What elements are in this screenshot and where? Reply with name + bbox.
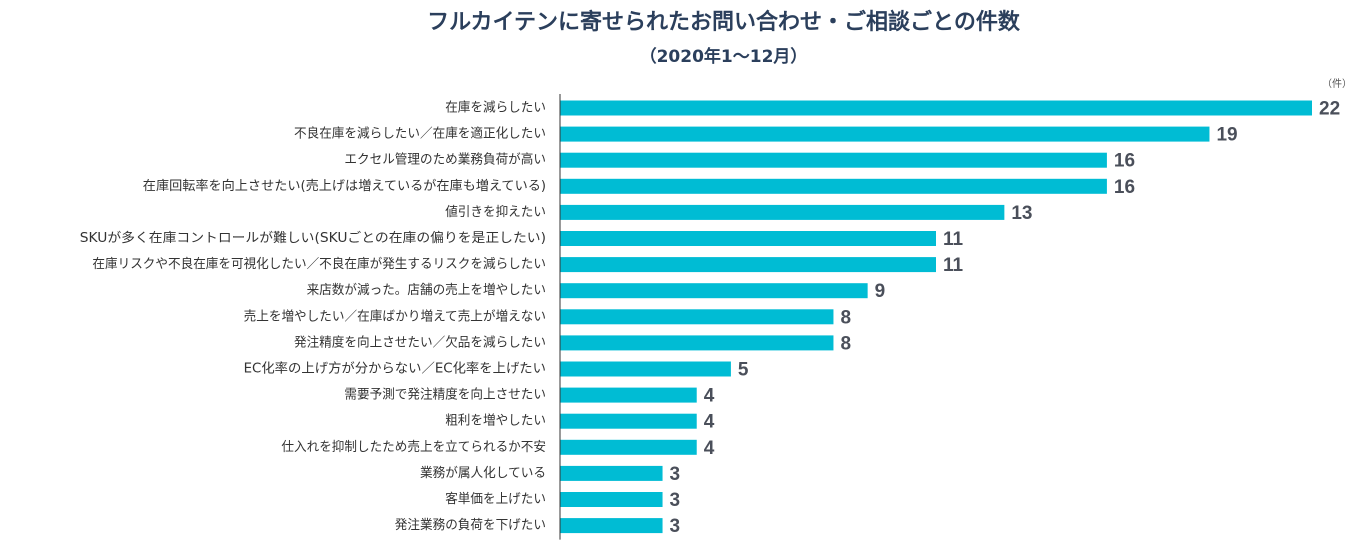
category-label: 来店数が減った。店舗の売上を増やしたい	[307, 282, 546, 298]
bar	[560, 413, 697, 429]
category-label: 需要予測で発注精度を向上させたい	[344, 387, 546, 403]
category-label: 業務が属人化している	[420, 465, 546, 481]
value-label: 19	[1216, 125, 1237, 146]
bar	[560, 231, 936, 246]
bar	[560, 439, 697, 455]
value-label: 16	[1114, 151, 1135, 172]
chart-title: フルカイテンに寄せられたお問い合わせ・ご相談ごとの件数	[427, 10, 1020, 35]
category-label: 在庫リスクや不良在庫を可視化したい／不良在庫が発生するリスクを減らしたい	[92, 256, 546, 272]
bar	[560, 100, 1312, 116]
bar	[560, 178, 1107, 194]
category-label: エクセル管理のため業務負荷が高い	[344, 152, 546, 168]
value-label: 4	[704, 438, 715, 459]
value-label: 4	[704, 386, 715, 407]
bar	[560, 309, 834, 325]
value-label: 4	[704, 412, 715, 433]
value-label: 13	[1011, 203, 1032, 224]
bar	[560, 361, 731, 377]
value-label: 8	[840, 307, 851, 328]
bar	[560, 518, 663, 534]
category-labels: 在庫を減らしたい不良在庫を減らしたい／在庫を適正化したいエクセル管理のため業務負…	[80, 100, 546, 534]
bar	[560, 465, 663, 481]
value-label: 3	[670, 516, 681, 537]
category-label: 仕入れを抑制したため売上を立てられるか不安	[281, 439, 546, 455]
category-label: EC化率の上げ方が分からない／EC化率を上げたい	[244, 361, 546, 377]
category-label: 売上を増やしたい／在庫ばかり増えて売上が増えない	[244, 308, 546, 324]
value-label: 11	[943, 255, 964, 276]
value-label: 16	[1114, 177, 1135, 198]
value-label: 5	[738, 360, 749, 381]
value-label: 11	[943, 229, 964, 250]
unit-label: （件）	[1322, 79, 1352, 90]
value-labels: 22 19 16 16 13 11 11 9 8 8 5 4 4 4 3 3 3	[670, 99, 1341, 538]
category-label: 発注業務の負荷を下げたい	[395, 517, 546, 533]
value-label: 3	[670, 464, 681, 485]
bars-layer	[560, 100, 1312, 534]
bar	[560, 387, 697, 403]
category-label: 不良在庫を減らしたい／在庫を適正化したい	[294, 126, 546, 142]
value-label: 3	[670, 490, 681, 511]
value-label: 9	[875, 281, 886, 302]
category-label: SKUが多く在庫コントロールが難しい(SKUごとの在庫の偏りを是正したい)	[80, 230, 546, 246]
bar	[560, 335, 834, 351]
category-label: 在庫回転率を向上させたい(売上げは増えているが在庫も増えている)	[143, 178, 546, 194]
bar	[560, 204, 1005, 220]
category-label: 値引きを抑えたい	[445, 204, 546, 220]
bar	[560, 152, 1107, 168]
category-label: 在庫を減らしたい	[445, 100, 546, 116]
bar	[560, 492, 663, 507]
category-label: 発注精度を向上させたい／欠品を減らしたい	[294, 334, 546, 350]
value-label: 22	[1319, 99, 1340, 120]
bar	[560, 257, 936, 273]
value-label: 8	[840, 333, 851, 354]
category-label: 客単価を上げたい	[445, 491, 546, 507]
chart-subtitle: （2020年1〜12月）	[639, 47, 808, 67]
bar	[560, 283, 868, 299]
category-label: 粗利を増やしたい	[445, 414, 546, 429]
bar	[560, 126, 1210, 142]
